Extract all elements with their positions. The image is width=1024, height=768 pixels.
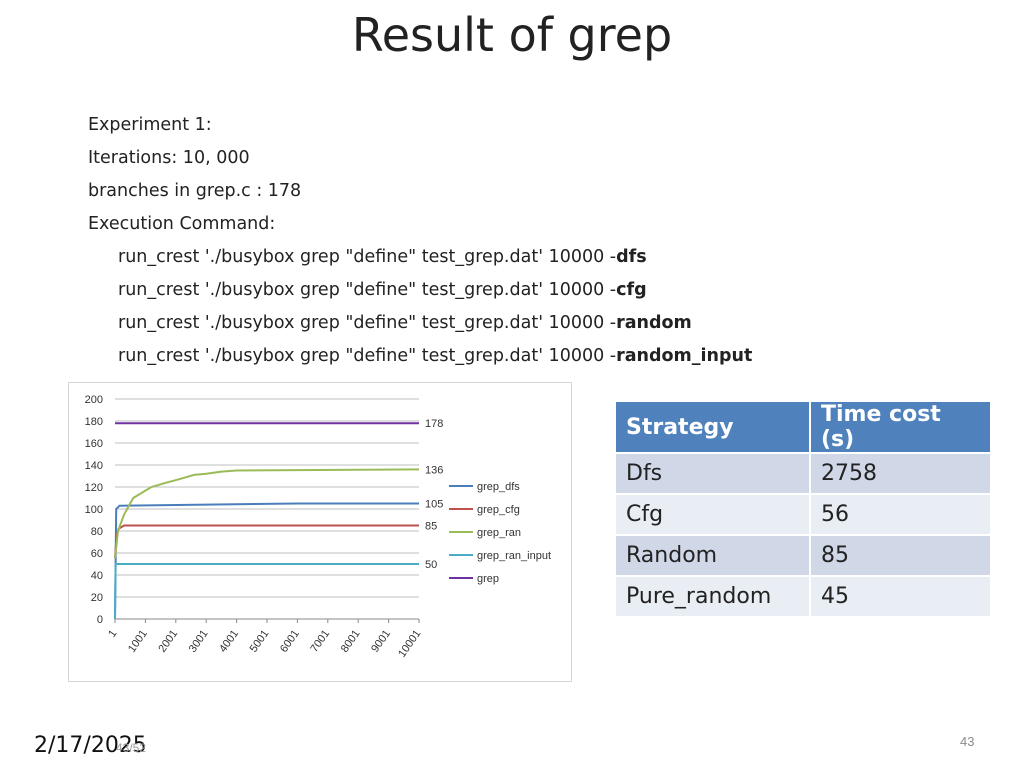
- command-line-random: run_crest './busybox grep "define" test_…: [88, 310, 752, 343]
- data-label: 85: [425, 521, 437, 533]
- header-time-cost: Time cost (s): [809, 400, 992, 454]
- command-flag: random_input: [616, 346, 753, 366]
- y-tick-label: 120: [85, 482, 103, 494]
- command-text: run_crest './busybox grep "define" test_…: [118, 280, 617, 300]
- coverage-chart: 0 20 40 60 80 100 120 140 160 180 200 1 1001 2001 3001…: [68, 382, 572, 682]
- footer-slide-count: 43/52: [116, 741, 147, 755]
- y-tick-label: 160: [85, 438, 103, 450]
- series-line-grep_ran: [114, 468, 420, 559]
- legend-label: grep: [477, 573, 499, 585]
- data-label: 178: [425, 418, 443, 430]
- x-tick-label: 5001: [248, 628, 272, 655]
- header-strategy: Strategy: [614, 400, 811, 454]
- legend-label: grep_dfs: [477, 481, 520, 493]
- y-tick-label: 140: [85, 460, 103, 472]
- command-text: run_crest './busybox grep "define" test_…: [118, 346, 617, 366]
- x-tick-label: 3001: [187, 628, 211, 655]
- strategy-cell: Cfg: [614, 493, 811, 536]
- x-tick-label: 10001: [396, 628, 423, 660]
- command-line-dfs: run_crest './busybox grep "define" test_…: [88, 244, 752, 277]
- command-line-cfg: run_crest './busybox grep "define" test_…: [88, 277, 752, 310]
- legend-label: grep_ran_input: [477, 550, 551, 562]
- data-label: 136: [425, 464, 443, 476]
- branches-line: branches in grep.c : 178: [88, 181, 302, 201]
- x-tick-label: 7001: [308, 628, 332, 655]
- strategy-cell: Dfs: [614, 452, 811, 495]
- y-tick-label: 40: [91, 570, 103, 582]
- series-line-grep_ran_input: [114, 563, 419, 620]
- x-tick-label: 8001: [339, 628, 363, 655]
- y-tick-label: 20: [91, 592, 103, 604]
- x-tick-label: 4001: [217, 628, 241, 655]
- x-tick-label: 1001: [126, 628, 150, 655]
- data-label: 50: [425, 559, 437, 571]
- x-tick-label: 6001: [278, 628, 302, 655]
- iterations-line: Iterations: 10, 000: [88, 148, 250, 168]
- table-row: Random 85: [614, 534, 992, 577]
- legend-label: grep_cfg: [477, 504, 520, 516]
- y-tick-label: 60: [91, 548, 103, 560]
- experiment-description: Experiment 1: Iterations: 10, 000 branch…: [88, 112, 752, 376]
- y-tick-label: 200: [85, 394, 103, 406]
- y-tick-label: 80: [91, 526, 103, 538]
- y-tick-label: 0: [97, 614, 103, 626]
- strategy-cell: Pure_random: [614, 575, 811, 618]
- table-row: Cfg 56: [614, 493, 992, 536]
- y-tick-label: 180: [85, 416, 103, 428]
- time-cost-cell: 85: [809, 534, 992, 577]
- command-flag: dfs: [616, 247, 647, 267]
- y-tick-label: 100: [85, 504, 103, 516]
- table-row: Dfs 2758: [614, 452, 992, 495]
- time-cost-cell: 2758: [809, 452, 992, 495]
- command-line-random-input: run_crest './busybox grep "define" test_…: [88, 343, 752, 376]
- series-line-grep_dfs: [114, 502, 419, 620]
- slide-title: Result of grep: [351, 8, 673, 62]
- strategy-cell: Random: [614, 534, 811, 577]
- x-tick-label: 9001: [369, 628, 393, 655]
- table-header-row: Strategy Time cost (s): [614, 400, 992, 454]
- execution-command-label: Execution Command:: [88, 214, 276, 234]
- legend-label: grep_ran: [477, 527, 521, 539]
- experiment-label: Experiment 1:: [88, 115, 212, 135]
- x-tick-label: 2001: [156, 628, 180, 655]
- time-cost-cell: 45: [809, 575, 992, 618]
- time-cost-cell: 56: [809, 493, 992, 536]
- command-text: run_crest './busybox grep "define" test_…: [118, 313, 617, 333]
- x-tick-label: 1: [106, 628, 119, 640]
- time-cost-table: Strategy Time cost (s) Dfs 2758 Cfg 56 R…: [614, 400, 992, 618]
- series-line-grep_cfg: [114, 524, 419, 559]
- data-label: 105: [425, 499, 443, 511]
- command-flag: random: [616, 313, 692, 333]
- command-text: run_crest './busybox grep "define" test_…: [118, 247, 617, 267]
- footer-date: 2/17/2025: [34, 733, 147, 758]
- table-row: Pure_random 45: [614, 575, 992, 618]
- page-number: 43: [960, 734, 975, 749]
- command-flag: cfg: [616, 280, 647, 300]
